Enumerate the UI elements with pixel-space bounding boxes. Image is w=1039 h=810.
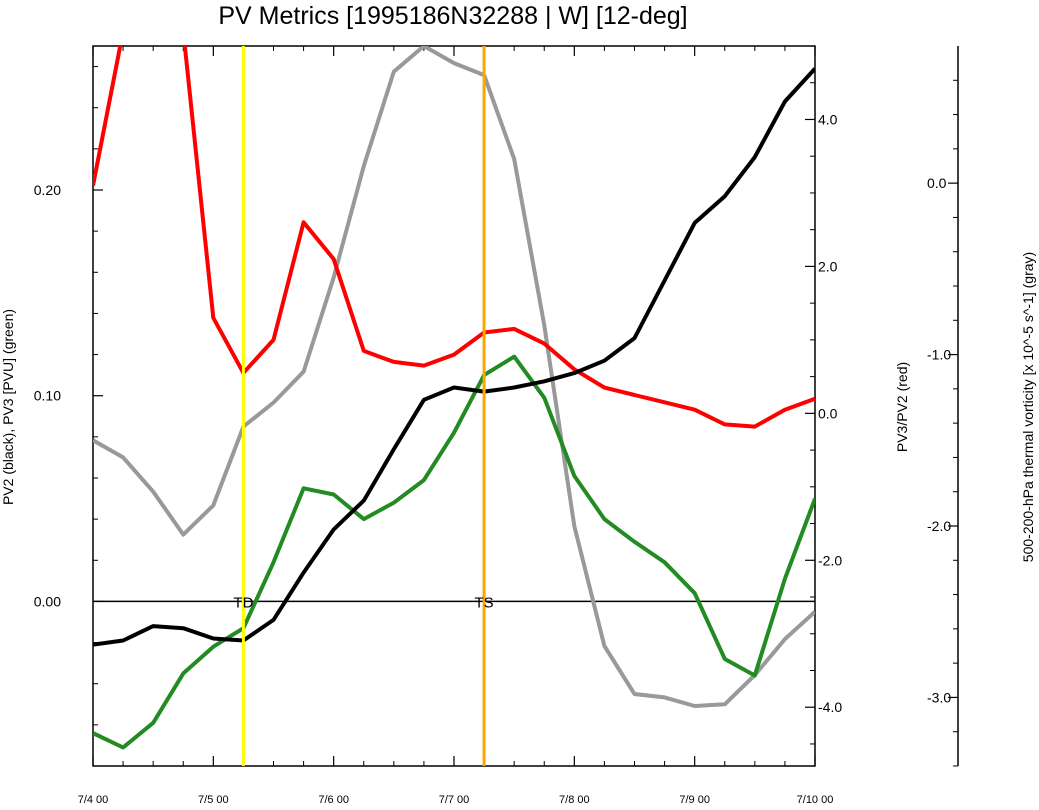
x-tick-label: 7/5 00 [198,794,229,805]
left-tick-label: 0.20 [34,182,61,198]
right1-tick-label: 0.0 [818,405,838,421]
marker-label-ts: TS [474,594,493,611]
right-axis-2-label: 500-200-hPa thermal vorticity [x 10^-5 s… [1020,252,1036,562]
series-line-pv3 [93,354,815,750]
chart-title: PV Metrics [1995186N32288 | W] [12-deg] [218,2,687,30]
right2-tick-label: -1.0 [927,347,951,363]
x-tick-label: 7/7 00 [439,794,470,805]
right1-tick-label: -4.0 [818,699,842,715]
right1-tick-label: 4.0 [818,111,838,127]
series-line-thermal-vorticity [93,46,815,708]
left-axis-label: PV2 (black), PV3 [PVU] (green) [0,309,16,505]
right1-tick-label: 2.0 [818,258,838,274]
series-line-pv2 [93,67,815,647]
right2-tick-label: 0.0 [927,175,947,191]
x-tick-label: 7/8 00 [559,794,590,805]
x-tick-label: 7/10 00 [797,794,834,805]
x-tick-label: 7/6 00 [318,794,349,805]
x-tick-label: 7/9 00 [679,794,710,805]
x-tick-label: 7/4 00 [78,794,109,805]
marker-label-td: TD [233,594,253,611]
right2-tick-label: -3.0 [927,689,951,705]
right-axis-1-label: PV3/PV2 (red) [894,362,910,452]
left-tick-label: 0.10 [34,388,61,404]
series-line-pv3-pv2 [93,46,815,429]
right1-tick-label: -2.0 [818,552,842,568]
right2-tick-label: -2.0 [927,518,951,534]
left-tick-label: 0.00 [34,593,61,609]
